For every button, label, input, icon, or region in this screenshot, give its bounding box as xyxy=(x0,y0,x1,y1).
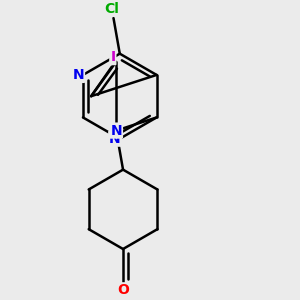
Text: N: N xyxy=(109,132,121,146)
Text: N: N xyxy=(72,68,84,82)
Text: I: I xyxy=(110,50,116,64)
Text: N: N xyxy=(110,124,122,138)
Text: O: O xyxy=(117,283,129,297)
Text: Cl: Cl xyxy=(104,2,119,16)
